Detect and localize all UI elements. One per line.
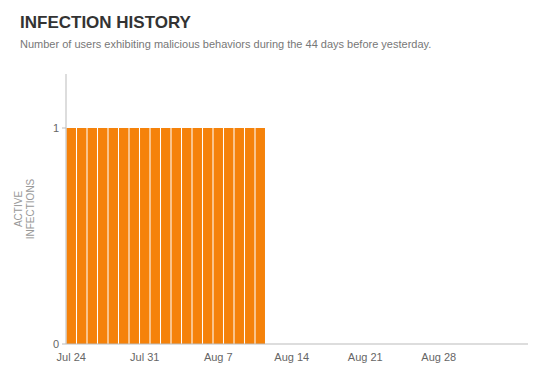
bar: [182, 128, 191, 344]
x-axis-line: [66, 344, 528, 345]
bar: [224, 128, 233, 344]
y-tick-label: 0: [53, 338, 59, 350]
bar: [256, 128, 265, 344]
x-tick-label: Aug 7: [204, 351, 233, 363]
y-axis-label-line: INFECTIONS: [25, 178, 36, 239]
y-tick: [62, 128, 66, 129]
bar: [172, 128, 181, 344]
bar: [77, 128, 86, 344]
bar: [151, 128, 160, 344]
bar: [245, 128, 254, 344]
bar: [130, 128, 139, 344]
bar: [203, 128, 212, 344]
y-tick: [62, 344, 66, 345]
y-axis-label: ACTIVEINFECTIONS: [13, 178, 36, 239]
bar: [98, 128, 107, 344]
bars: [67, 128, 265, 344]
bar: [140, 128, 149, 344]
chart-container: INFECTION HISTORY Number of users exhibit…: [0, 0, 550, 384]
x-tick-label: Aug 14: [274, 351, 309, 363]
y-axis-line: [66, 74, 67, 344]
bar: [161, 128, 170, 344]
bar: [193, 128, 202, 344]
y-tick-label: 1: [53, 122, 59, 134]
x-tick-label: Jul 24: [57, 351, 86, 363]
chart-subtitle: Number of users exhibiting malicious beh…: [20, 38, 431, 50]
x-tick-label: Aug 28: [421, 351, 456, 363]
bar: [235, 128, 244, 344]
bar: [119, 128, 128, 344]
x-tick-label: Jul 31: [130, 351, 159, 363]
y-axis-label-line: ACTIVE: [13, 191, 24, 227]
bar: [214, 128, 223, 344]
chart-svg: INFECTION HISTORY Number of users exhibit…: [0, 0, 550, 384]
bar: [88, 128, 97, 344]
bar: [67, 128, 76, 344]
chart-title: INFECTION HISTORY: [20, 13, 192, 32]
bar: [109, 128, 118, 344]
x-tick-label: Aug 21: [348, 351, 383, 363]
